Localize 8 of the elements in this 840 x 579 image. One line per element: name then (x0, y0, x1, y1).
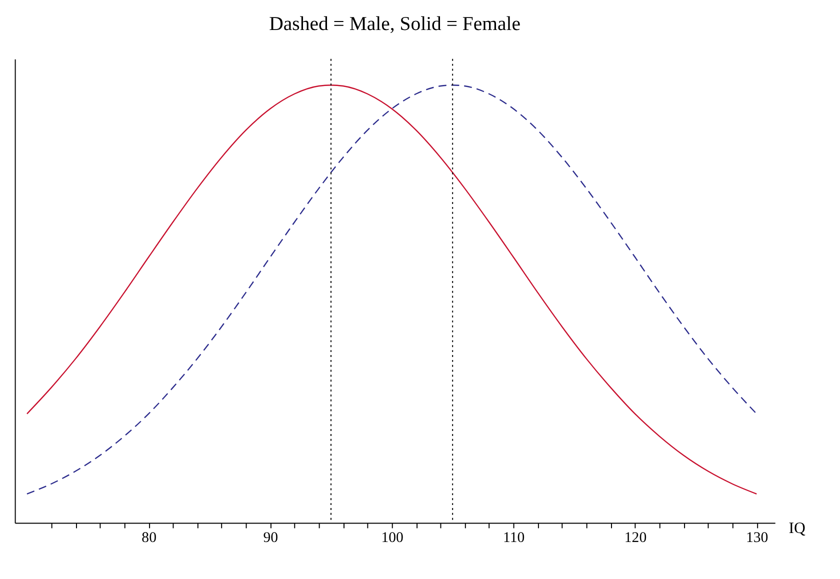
x-tick-label: 110 (503, 530, 525, 546)
x-axis-title: IQ (788, 520, 806, 538)
chart-title: Dashed = Male, Solid = Female (269, 12, 521, 35)
x-tick-label: 90 (263, 530, 278, 546)
x-tick-label: 100 (381, 530, 404, 546)
x-tick-label: 120 (624, 530, 647, 546)
x-tick-label: 130 (746, 530, 768, 546)
x-tick-label: 80 (142, 530, 156, 546)
